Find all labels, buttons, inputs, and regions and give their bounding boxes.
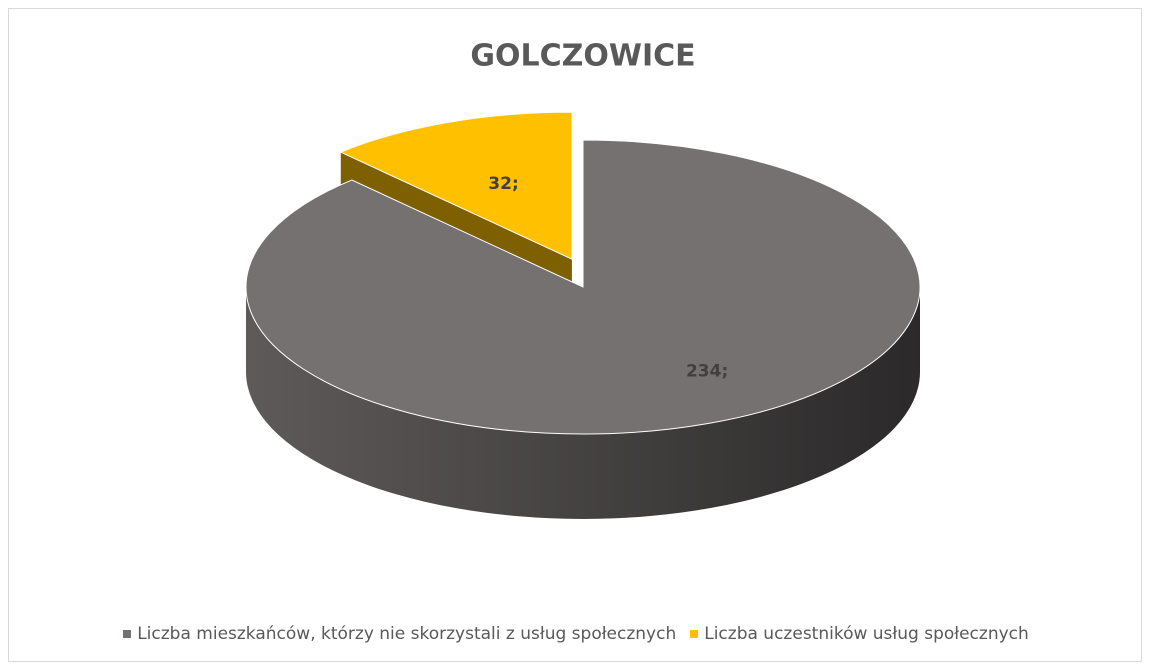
data-label: 234; <box>686 362 728 382</box>
slice <box>245 139 921 435</box>
legend-label: Liczba uczestników usług społecznych <box>704 624 1029 644</box>
legend-swatch <box>690 630 699 638</box>
chart-title: GOLCZOWICE <box>470 39 695 74</box>
legend-item: Liczba uczestników usług społecznych <box>690 624 1029 644</box>
legend-item: Liczba mieszkańców, którzy nie skorzysta… <box>123 624 676 644</box>
data-label: 32; <box>488 174 518 194</box>
legend-swatch <box>123 630 132 638</box>
chart-frame <box>8 8 1142 662</box>
legend: Liczba mieszkańców, którzy nie skorzysta… <box>0 624 1152 644</box>
slice <box>339 111 573 260</box>
slice-side <box>246 287 920 519</box>
legend-label: Liczba mieszkańców, którzy nie skorzysta… <box>137 624 677 644</box>
